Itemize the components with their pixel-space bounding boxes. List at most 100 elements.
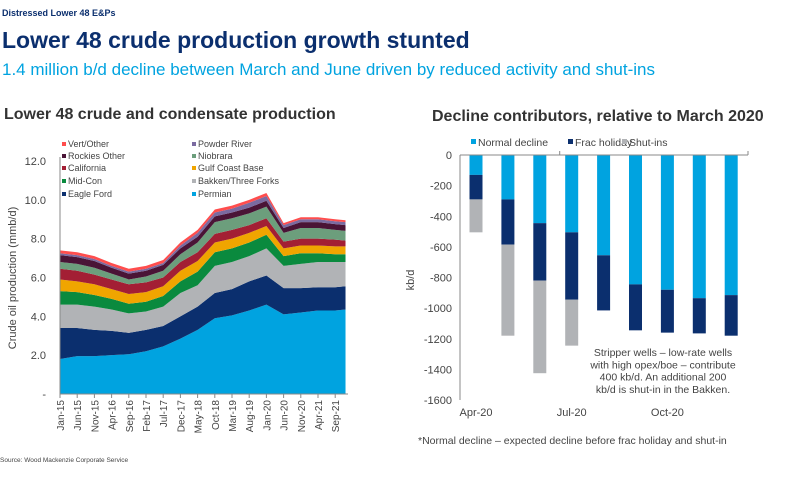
source-note: Source: Wood Mackenzie Corporate Service <box>0 457 129 464</box>
x-tick-label: Dec-17 <box>176 400 187 433</box>
x-tick-label: Jun-15 <box>73 400 84 431</box>
legend-swatch <box>192 166 196 170</box>
legend-label: Normal decline <box>478 137 548 149</box>
bar-frac-holiday-Oct-20 <box>660 289 674 333</box>
y-tick-label: -1400 <box>424 364 452 376</box>
y-tick-label: -600 <box>430 242 452 254</box>
bar-frac-holiday-Sep-20 <box>629 284 642 331</box>
x-tick-label: Sep-21 <box>331 400 342 433</box>
bar-frac-holiday-Jul-20 <box>565 232 579 300</box>
bar-shut-ins-Jun-20 <box>533 280 547 374</box>
x-tick-label: Apr-20 <box>459 407 492 419</box>
legend-label: Permian <box>198 189 232 199</box>
y-tick-label: 6.0 <box>31 273 46 285</box>
x-tick-label: Oct-20 <box>651 407 684 419</box>
y-tick-label: 12.0 <box>25 156 46 168</box>
x-tick-label: Apr-16 <box>108 400 119 430</box>
legend-swatch <box>62 166 66 170</box>
legend-swatch <box>62 154 66 158</box>
bar-normal-decline-Sep-20 <box>629 155 642 285</box>
legend-swatch <box>62 142 66 146</box>
bar-normal-decline-Apr-20 <box>469 155 483 175</box>
area-mid-con <box>60 234 346 314</box>
legend-swatch <box>62 179 66 183</box>
x-tick-label: Jun-20 <box>280 400 291 431</box>
y-tick-label: -200 <box>430 181 452 193</box>
bar-frac-holiday-May-20 <box>501 199 515 245</box>
area-eagle-ford <box>60 275 346 360</box>
legend-swatch <box>568 139 573 144</box>
page-subtitle: 1.4 million b/d decline between March an… <box>2 60 655 79</box>
legend-label: Niobrara <box>198 151 233 161</box>
legend-label: Gulf Coast Base <box>198 163 264 173</box>
bar-normal-decline-Jun-20 <box>533 155 547 224</box>
bar-normal-decline-Oct-20 <box>660 155 674 290</box>
x-tick-label: Nov-15 <box>90 400 101 433</box>
y-tick-label: -1000 <box>424 303 452 315</box>
x-tick-label: Aug-19 <box>245 400 256 433</box>
bar-shut-ins-May-20 <box>501 244 515 336</box>
area-permian <box>60 304 346 394</box>
page-title: Lower 48 crude production growth stunted <box>2 27 470 53</box>
footnote: *Normal decline – expected decline befor… <box>418 435 727 447</box>
legend-label: Eagle Ford <box>68 189 112 199</box>
y-axis-label: kb/d <box>405 270 417 291</box>
bar-frac-holiday-Nov-20 <box>692 298 706 334</box>
y-tick-label: -1600 <box>424 395 452 407</box>
legend-swatch <box>192 142 196 146</box>
bar-normal-decline-May-20 <box>501 155 515 200</box>
y-axis-label: Crude oil production (mmb/d) <box>7 207 19 349</box>
legend-label: Rockies Other <box>68 151 125 161</box>
area-gulf-coast-base <box>60 226 346 304</box>
y-tick-label: -400 <box>430 211 452 223</box>
y-tick-label: - <box>42 389 46 401</box>
legend-swatch <box>471 139 476 144</box>
annotation-line: 400 kb/d. An additional 200 <box>600 372 727 384</box>
bar-normal-decline-Nov-20 <box>692 155 706 299</box>
bar-normal-decline-Dec-20 <box>724 155 738 296</box>
legend-swatch <box>192 192 196 196</box>
y-tick-label: -800 <box>430 273 452 285</box>
production-area-chart: - 2.0 4.0 6.0 8.0 10.0 12.0 Jan-15 Jun-15 Nov-15 A… <box>7 139 348 433</box>
annotation-line: with high opex/boe – contribute <box>589 359 736 371</box>
legend-label: Shut-ins <box>629 137 668 149</box>
x-tick-label: Jul-17 <box>159 400 170 428</box>
annotation-line: kb/d is shut-in in the Bakken. <box>596 384 730 396</box>
legend-swatch <box>62 192 66 196</box>
area-bakken-three-forks <box>60 248 346 333</box>
x-tick-label: Apr-21 <box>314 400 325 430</box>
legend-label: Frac holiday <box>575 137 633 149</box>
x-tick-label: Jul-20 <box>557 407 587 419</box>
legend-swatch <box>192 154 196 158</box>
bar-frac-holiday-Jun-20 <box>533 223 547 281</box>
legend-label: California <box>68 163 106 173</box>
x-tick-label: Mar-19 <box>228 400 239 432</box>
x-tick-label: Nov-20 <box>297 400 308 433</box>
bar-frac-holiday-Aug-20 <box>597 255 611 311</box>
bar-normal-decline-Jul-20 <box>565 155 579 233</box>
legend-label: Vert/Other <box>68 139 109 149</box>
bar-shut-ins-Apr-20 <box>469 199 483 233</box>
legend-swatch <box>622 139 627 144</box>
legend-swatch <box>192 179 196 183</box>
y-tick-label: 2.0 <box>31 350 46 362</box>
decline-bar-chart: 0 -200 -400 -600 -800 -1000 -1200 -1400 -1600 Apr… <box>405 137 749 447</box>
legend-label: Mid-Con <box>68 176 102 186</box>
right-chart-title: Decline contributors, relative to March … <box>432 108 764 125</box>
x-tick-label: Oct-18 <box>211 400 222 430</box>
legend-label: Powder River <box>198 139 252 149</box>
y-tick-label: 4.0 <box>31 311 46 323</box>
y-tick-label: 0 <box>446 150 452 162</box>
x-tick-label: May-18 <box>194 400 205 434</box>
bar-shut-ins-Jul-20 <box>565 299 579 346</box>
bar-normal-decline-Aug-20 <box>597 155 611 256</box>
legend-label: Bakken/Three Forks <box>198 176 280 186</box>
x-tick-label: Feb-17 <box>142 400 153 432</box>
y-tick-label: 10.0 <box>25 195 46 207</box>
area-niobrara <box>60 206 346 285</box>
y-tick-label: -1200 <box>424 334 452 346</box>
bar-frac-holiday-Apr-20 <box>469 174 483 200</box>
x-tick-label: Jan-20 <box>262 400 273 431</box>
y-tick-label: 8.0 <box>31 234 46 246</box>
